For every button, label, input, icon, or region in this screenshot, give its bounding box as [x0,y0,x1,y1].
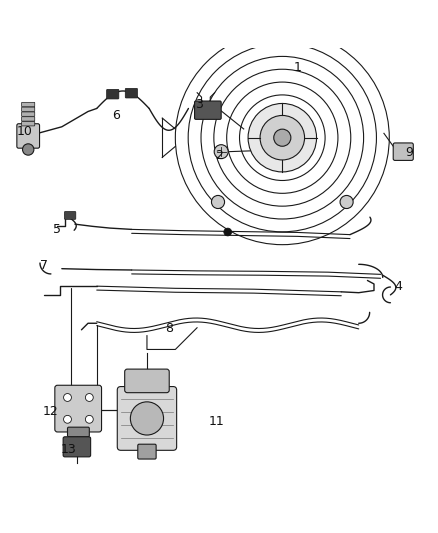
Circle shape [22,144,34,155]
Circle shape [260,116,304,160]
FancyBboxPatch shape [21,117,35,121]
Text: 11: 11 [209,415,225,428]
Text: 4: 4 [394,280,402,293]
FancyBboxPatch shape [63,437,91,457]
Circle shape [64,415,71,423]
Circle shape [248,103,317,172]
FancyBboxPatch shape [21,102,35,107]
Text: 3: 3 [195,98,203,110]
Text: 9: 9 [405,146,413,159]
Circle shape [224,228,232,236]
FancyBboxPatch shape [21,112,35,116]
Text: 5: 5 [53,223,61,236]
Circle shape [85,415,93,423]
FancyBboxPatch shape [117,386,177,450]
FancyBboxPatch shape [393,143,413,160]
FancyBboxPatch shape [55,385,102,432]
Text: 1: 1 [293,61,301,74]
Circle shape [214,144,228,159]
FancyBboxPatch shape [194,101,221,119]
Circle shape [274,129,291,146]
FancyBboxPatch shape [67,427,89,437]
Circle shape [131,402,163,435]
FancyBboxPatch shape [21,122,35,126]
Text: 13: 13 [60,442,76,456]
FancyBboxPatch shape [138,444,156,459]
Text: 7: 7 [40,259,48,272]
FancyBboxPatch shape [17,124,39,148]
Text: 8: 8 [165,322,173,335]
Circle shape [340,196,353,208]
Text: 10: 10 [17,125,33,138]
FancyBboxPatch shape [64,212,76,220]
Circle shape [212,196,225,208]
Circle shape [85,393,93,401]
FancyBboxPatch shape [125,88,138,98]
Circle shape [64,393,71,401]
Text: 6: 6 [113,109,120,123]
Text: 2: 2 [215,149,223,161]
Text: 12: 12 [43,405,59,418]
FancyBboxPatch shape [125,369,169,393]
FancyBboxPatch shape [106,90,119,99]
FancyBboxPatch shape [21,107,35,111]
